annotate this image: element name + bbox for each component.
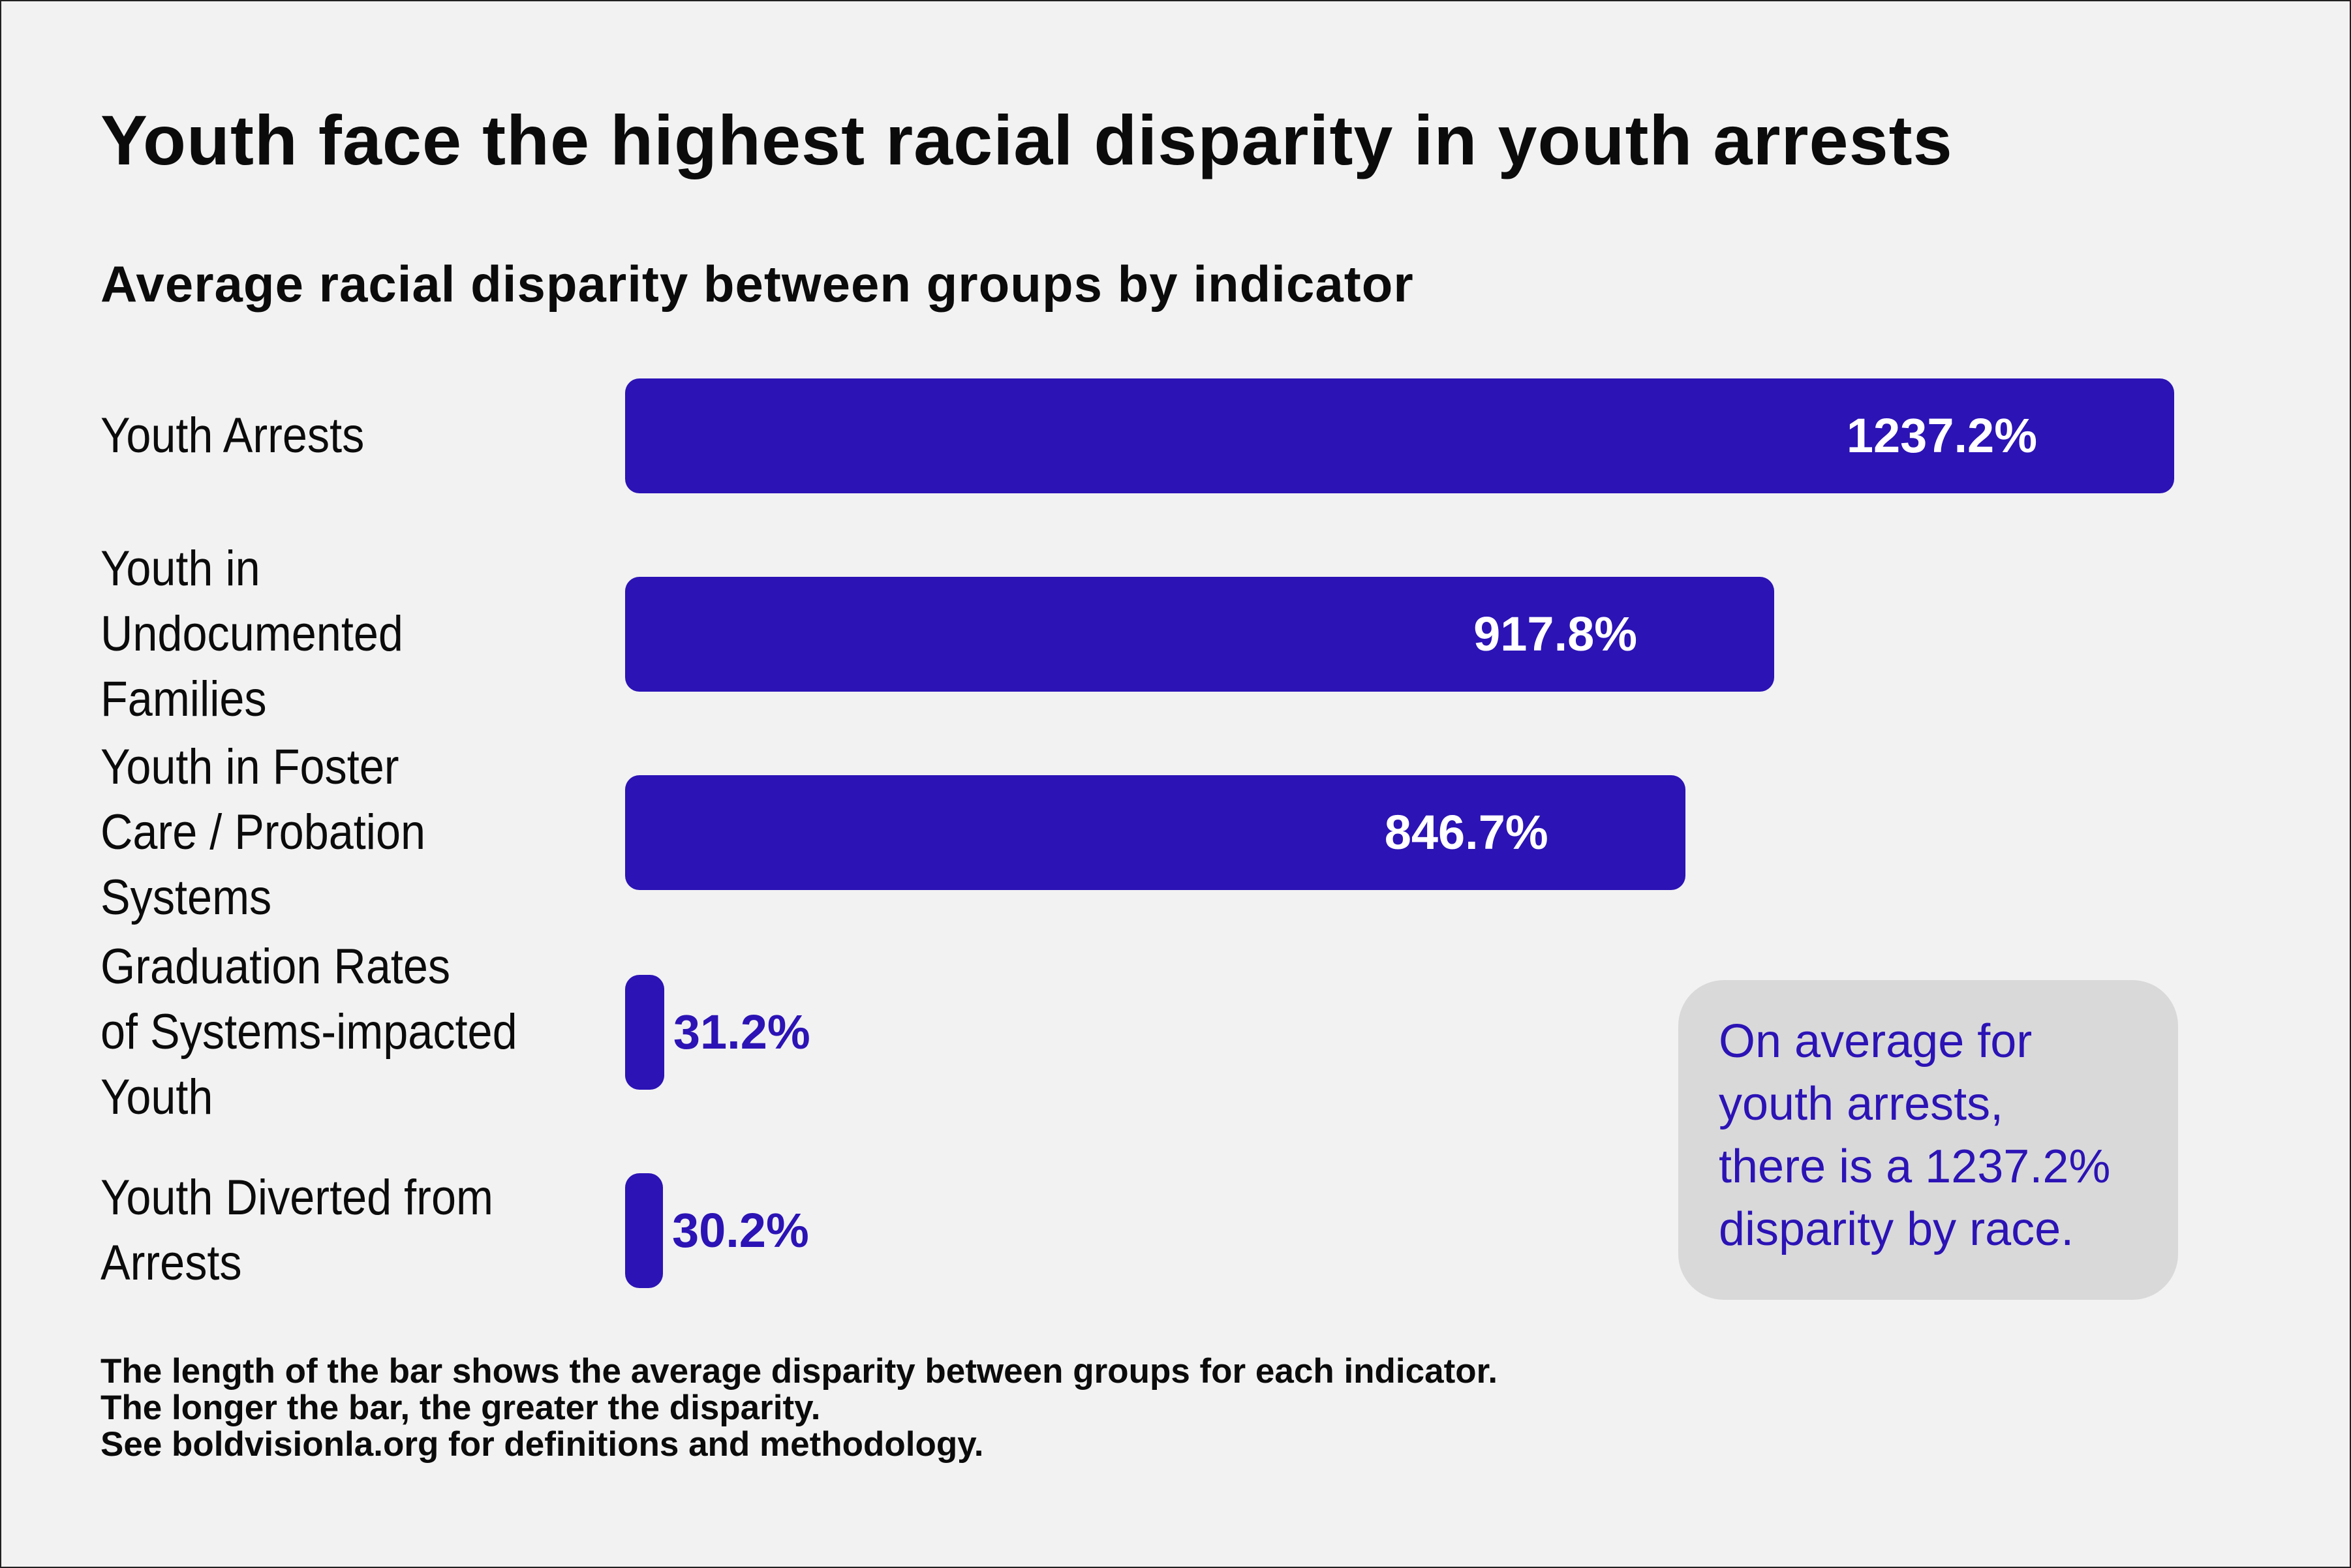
data-label: 846.7% [1384, 805, 1548, 859]
bar [625, 577, 1775, 692]
callout-line: disparity by race. [1719, 1203, 2074, 1255]
category-label: Youth in Foster Care / Probation Systems [100, 739, 426, 925]
bar [625, 975, 664, 1090]
footnote-line: The longer the bar, the greater the disp… [100, 1389, 821, 1427]
footnote-line: The length of the bar shows the average … [100, 1352, 1498, 1391]
chart-subtitle: Average racial disparity between groups … [100, 255, 1414, 313]
data-label: 1237.2% [1846, 408, 2037, 463]
callout-box: On average for youth arrests, there is a… [1678, 980, 2178, 1300]
callout-text: On average for youth arrests, there is a… [1719, 1010, 2162, 1261]
footnote-line: See boldvisionla.org for definitions and… [100, 1425, 984, 1464]
callout-line: there is a 1237.2% [1719, 1141, 2111, 1193]
category-label: Graduation Rates of Systems-impacted Youth [100, 939, 517, 1125]
data-label: 917.8% [1473, 607, 1638, 661]
callout-line: On average for [1719, 1015, 2033, 1068]
data-label: 31.2% [673, 1005, 810, 1059]
category-label: Youth in Undocumented Families [100, 541, 403, 727]
data-label: 30.2% [671, 1203, 809, 1257]
category-label: Youth Diverted from Arrests [100, 1170, 493, 1291]
bar [625, 1173, 663, 1288]
callout-line: youth arrests, [1719, 1078, 2004, 1130]
bar [625, 378, 2174, 493]
footnote: The length of the bar shows the average … [100, 1353, 1498, 1463]
chart-title: Youth face the highest racial disparity … [100, 100, 1953, 179]
category-label: Youth Arrests [100, 408, 365, 463]
bar [625, 775, 1685, 890]
